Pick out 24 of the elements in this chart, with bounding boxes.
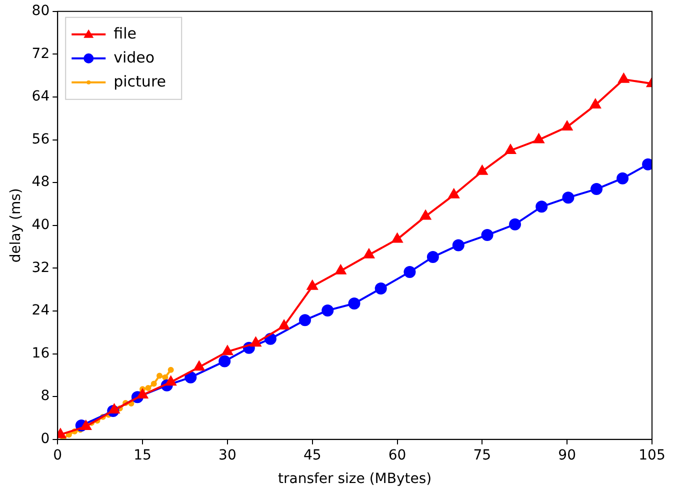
- y-tick-label: 48: [32, 174, 50, 190]
- y-tick-label: 80: [32, 3, 50, 20]
- legend-label: file: [114, 24, 136, 42]
- x-tick-label: 90: [558, 447, 576, 464]
- x-tick-label: 105: [638, 447, 666, 464]
- x-axis-title: transfer size (MBytes): [278, 471, 432, 488]
- y-tick-label: 32: [32, 260, 50, 276]
- y-tick-label: 16: [32, 345, 50, 362]
- legend-label: picture: [114, 72, 166, 90]
- y-tick-label: 56: [32, 131, 50, 148]
- y-tick-label: 0: [40, 431, 50, 448]
- y-tick-label: 64: [32, 88, 50, 105]
- x-tick-label: 0: [53, 447, 62, 464]
- y-tick-label: 8: [40, 388, 50, 404]
- y-tick-label: 72: [32, 46, 50, 62]
- x-tick-label: 75: [473, 447, 492, 464]
- x-tick-label: 15: [134, 447, 152, 464]
- x-tick-label: 30: [218, 447, 236, 464]
- y-axis-title: delay (ms): [8, 188, 24, 263]
- x-tick-label: 60: [388, 447, 406, 464]
- legend-label: video: [114, 48, 155, 66]
- y-tick-label: 24: [32, 302, 50, 319]
- x-tick-label: 45: [303, 447, 322, 464]
- y-tick-label: 40: [32, 217, 50, 234]
